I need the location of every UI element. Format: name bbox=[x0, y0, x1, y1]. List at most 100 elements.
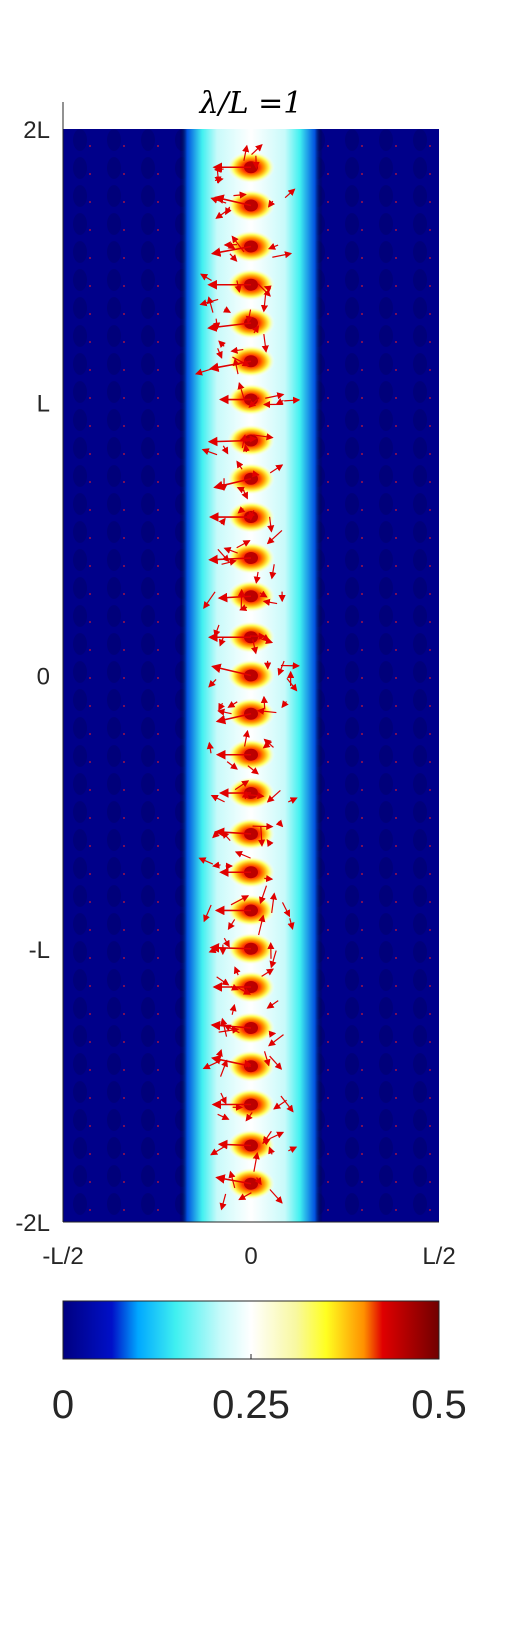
velocity-arrow bbox=[229, 1003, 237, 1015]
chart-title: λ/L =1 bbox=[199, 86, 303, 121]
velocity-arrow bbox=[223, 546, 238, 554]
velocity-arrow bbox=[258, 826, 266, 847]
velocity-arrow bbox=[228, 1170, 236, 1189]
velocity-arrow bbox=[267, 516, 275, 533]
velocity-arrow bbox=[223, 937, 230, 948]
velocity-arrow bbox=[221, 831, 231, 842]
velocity-arrow bbox=[284, 396, 301, 404]
velocity-arrow bbox=[277, 660, 285, 676]
velocity-arrow bbox=[280, 1095, 294, 1113]
velocity-arrow bbox=[200, 273, 212, 282]
velocity-arrow bbox=[214, 165, 224, 173]
velocity-arrow bbox=[209, 943, 252, 953]
velocity-arrow bbox=[288, 1146, 298, 1153]
velocity-arrow bbox=[266, 530, 283, 545]
velocity-arrow bbox=[257, 283, 271, 297]
velocity-arrow bbox=[232, 358, 240, 375]
velocity-arrow bbox=[234, 850, 251, 859]
velocity-arrow bbox=[269, 564, 277, 580]
velocity-arrow bbox=[211, 663, 252, 677]
velocity-arrow bbox=[234, 280, 242, 293]
velocity-arrow bbox=[236, 460, 244, 470]
velocity-arrow bbox=[262, 741, 272, 749]
velocity-arrow bbox=[201, 448, 218, 456]
velocity-arrow bbox=[253, 433, 274, 441]
velocity-arrow bbox=[221, 558, 237, 566]
velocity-arrow bbox=[231, 235, 245, 253]
velocity-arrow bbox=[194, 368, 212, 376]
velocity-arrow bbox=[220, 1092, 227, 1105]
velocity-arrow bbox=[266, 789, 281, 803]
velocity-arrow bbox=[218, 340, 226, 349]
velocity-arrow bbox=[218, 517, 226, 526]
velocity-arrow bbox=[287, 918, 295, 930]
x-tick-label: -L/2 bbox=[42, 1243, 83, 1270]
velocity-arrow bbox=[267, 243, 279, 250]
velocity-arrow bbox=[284, 188, 296, 199]
velocity-arrow bbox=[242, 729, 250, 747]
velocity-arrow bbox=[254, 1177, 262, 1186]
velocity-arrow bbox=[241, 790, 250, 800]
velocity-arrow bbox=[248, 397, 260, 408]
velocity-arrow bbox=[221, 445, 229, 455]
velocity-arrow bbox=[237, 506, 246, 514]
velocity-arrow bbox=[275, 397, 284, 405]
velocity-arrow bbox=[230, 983, 240, 991]
velocity-arrow bbox=[260, 695, 268, 710]
velocity-arrow bbox=[214, 176, 224, 184]
velocity-arrow bbox=[213, 624, 221, 638]
velocity-arrow bbox=[219, 1059, 228, 1077]
colorbar-ticks: 0 0.25 0.5 bbox=[52, 1354, 467, 1427]
y-tick-label: -2L bbox=[15, 1210, 50, 1237]
velocity-arrow bbox=[218, 636, 226, 647]
velocity-arrow bbox=[217, 708, 232, 716]
velocity-arrow bbox=[214, 194, 252, 207]
velocity-arrow bbox=[234, 780, 250, 791]
velocity-arrow bbox=[269, 464, 284, 474]
velocity-arrow bbox=[227, 919, 236, 931]
velocity-arrow bbox=[246, 792, 265, 800]
velocity-arrow bbox=[251, 639, 259, 655]
velocity-arrow bbox=[266, 839, 274, 847]
velocity-arrow bbox=[215, 712, 252, 725]
y-tick-label: L bbox=[37, 390, 50, 417]
velocity-arrow bbox=[210, 794, 225, 803]
velocity-arrow bbox=[269, 1055, 283, 1070]
velocity-arrow bbox=[264, 874, 274, 883]
velocity-arrow bbox=[261, 334, 269, 353]
velocity-arrow bbox=[272, 251, 293, 259]
velocity-arrow bbox=[262, 598, 278, 606]
velocity-arrow bbox=[206, 296, 214, 313]
colorbar-bar bbox=[62, 1300, 440, 1360]
velocity-arrow bbox=[288, 797, 298, 804]
velocity-arrow bbox=[232, 356, 250, 367]
velocity-arrow bbox=[212, 830, 220, 839]
velocity-arrows bbox=[194, 143, 301, 1211]
velocity-arrow bbox=[253, 571, 261, 584]
velocity-arrow bbox=[239, 604, 248, 611]
velocity-arrow bbox=[217, 548, 230, 563]
velocity-arrow bbox=[268, 1030, 277, 1038]
velocity-arrow bbox=[216, 976, 230, 986]
velocity-arrow bbox=[252, 1151, 260, 1172]
velocity-arrow bbox=[240, 435, 257, 443]
y-tick-label: 2L bbox=[23, 117, 50, 144]
velocity-arrow bbox=[215, 208, 231, 219]
velocity-arrow bbox=[275, 819, 284, 828]
velocity-arrow bbox=[219, 1193, 227, 1211]
velocity-arrow bbox=[210, 196, 227, 204]
velocity-arrow bbox=[222, 306, 232, 313]
velocity-arrow bbox=[229, 253, 238, 262]
velocity-arrow bbox=[217, 592, 252, 603]
x-tick-labels: -L/2 0 L/2 bbox=[42, 1243, 455, 1270]
velocity-arrow bbox=[217, 1139, 252, 1150]
colorbar-tick-label: 0.25 bbox=[212, 1383, 290, 1427]
velocity-arrow bbox=[258, 914, 266, 936]
velocity-arrow bbox=[236, 986, 252, 995]
velocity-arrow bbox=[218, 702, 225, 711]
velocity-arrow bbox=[210, 1145, 227, 1156]
y-tick-label: 0 bbox=[37, 664, 50, 691]
velocity-arrow bbox=[269, 950, 277, 969]
velocity-arrow bbox=[238, 1192, 252, 1201]
